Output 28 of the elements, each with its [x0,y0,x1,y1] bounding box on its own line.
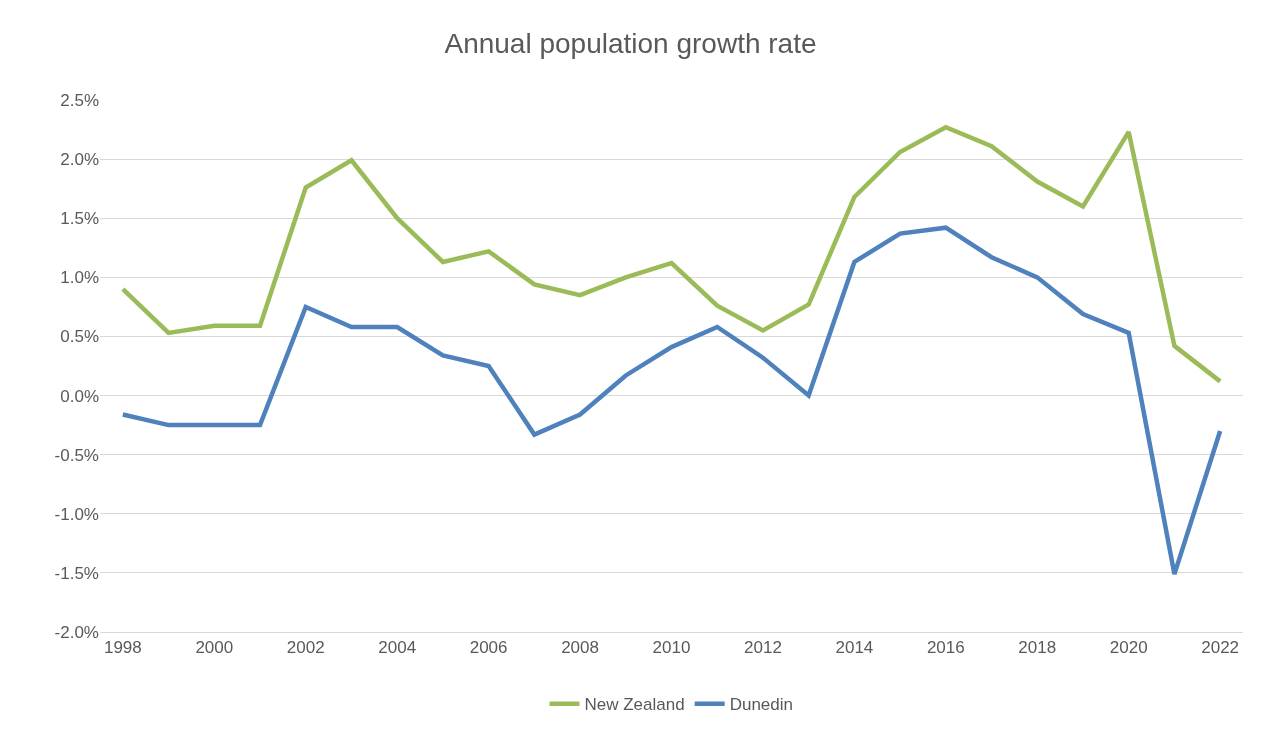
y-tick-label: -1.0% [54,504,99,524]
x-tick-label: 2016 [926,638,965,658]
line-series [120,225,1223,577]
y-tick-label: 2.5% [60,90,99,110]
x-tick-label: 2004 [378,638,417,658]
x-tick-label: 2002 [286,638,325,658]
x-tick-label: 2022 [1201,638,1240,658]
x-tick-label: 2018 [1018,638,1057,658]
y-tick-label: 0.5% [60,327,99,347]
legend-label: Dunedin [729,695,793,715]
y-tick-label: 0.0% [60,386,99,406]
y-tick-label: 1.5% [60,209,99,229]
x-tick-label: 2020 [1109,638,1148,658]
x-tick-label: 2014 [835,638,874,658]
legend-label: New Zealand [584,695,685,715]
x-tick-label: 2012 [744,638,782,658]
x-tick-label: 1998 [103,638,142,658]
x-tick-label: 2008 [561,638,599,658]
line-series [120,124,1223,384]
y-tick-label: -2.0% [54,622,99,642]
y-tick-label: -1.5% [54,563,99,583]
chart-title: Annual population growth rate [444,27,817,59]
y-tick-label: 2.0% [60,150,99,170]
y-tick-label: 1.0% [60,268,99,288]
y-tick-label: -0.5% [54,445,99,465]
x-tick-label: 2010 [652,638,691,658]
x-tick-label: 2006 [469,638,508,658]
x-tick-label: 2000 [195,638,234,658]
